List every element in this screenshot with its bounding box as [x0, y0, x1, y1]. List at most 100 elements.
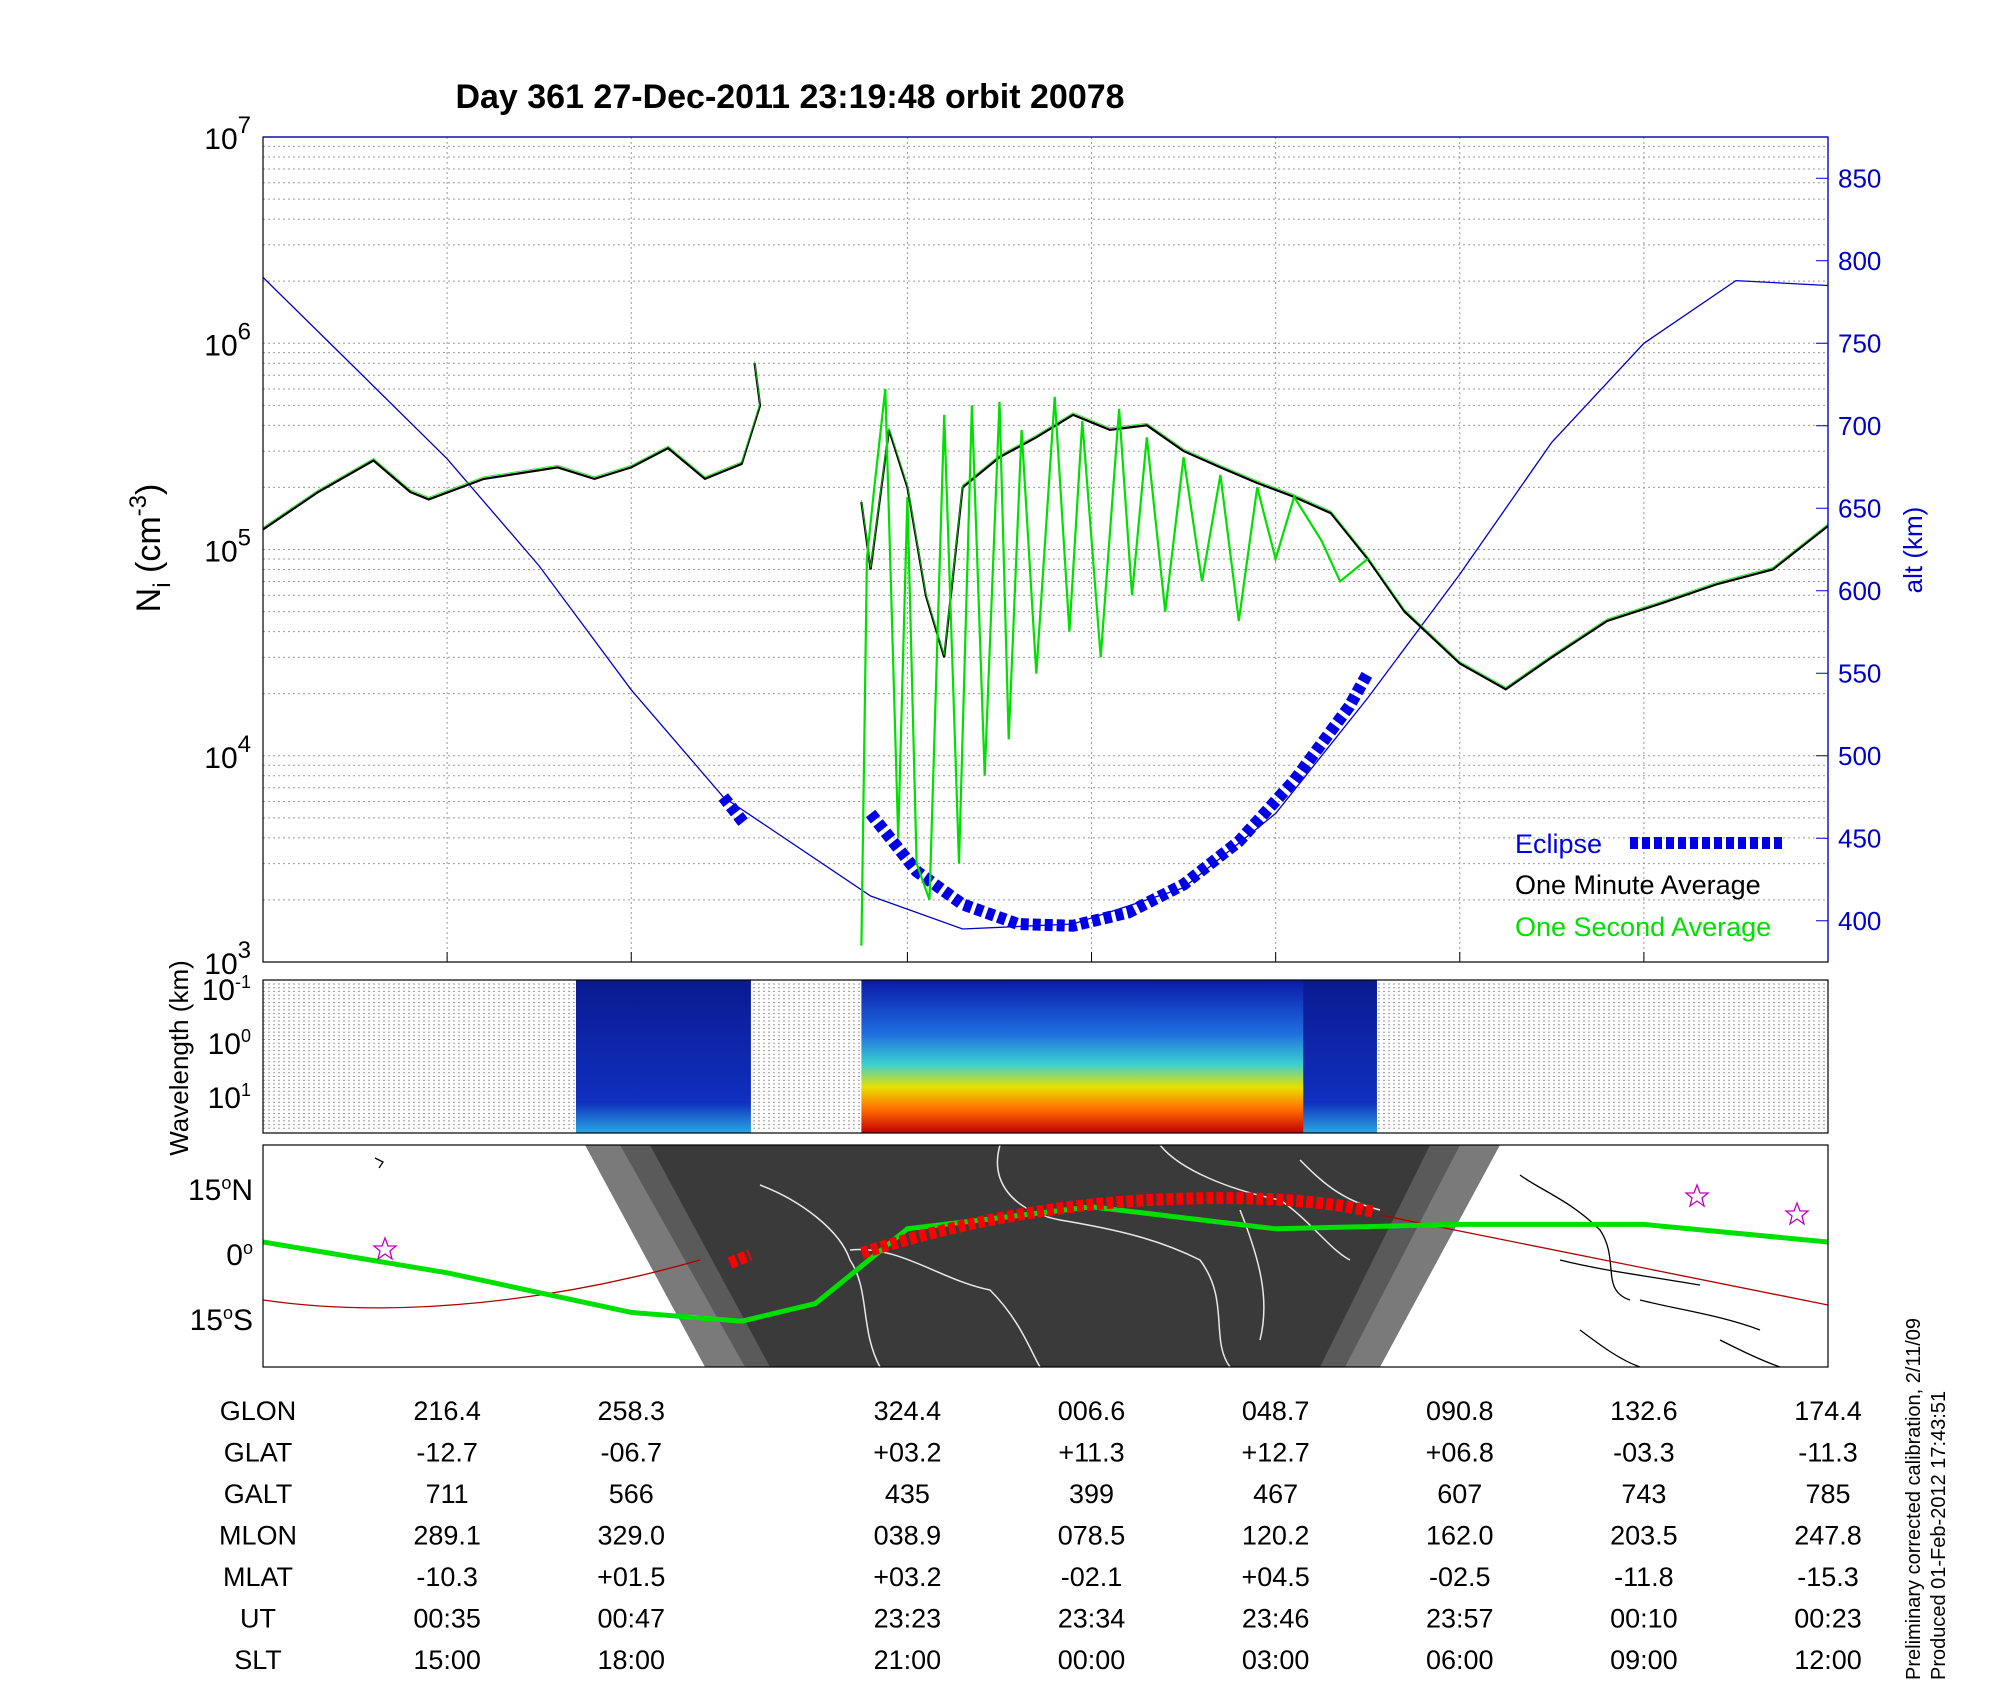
density-y-tick-label: 107 — [204, 112, 251, 156]
table-cell: +03.2 — [873, 1562, 941, 1592]
table-cell: +06.8 — [1426, 1438, 1494, 1468]
table-cell: -02.1 — [1061, 1562, 1123, 1592]
spectrogram-block-quiet — [1303, 980, 1377, 1133]
map-y-ticks: 15oN 0o 15oS — [188, 1173, 253, 1337]
side-note-line2: Produced 01-Feb-2012 17:43:51 — [1928, 1391, 1950, 1680]
density-series — [263, 276, 1828, 946]
spectrogram-frame — [262, 979, 1829, 1134]
station-marker — [1684, 1183, 1710, 1208]
table-cell: -11.8 — [1614, 1562, 1674, 1592]
table-row-label: UT — [240, 1604, 276, 1634]
table-cell: 18:00 — [597, 1645, 665, 1675]
legend: Eclipse One Minute Average One Second Av… — [1515, 829, 1782, 942]
table-cell: -03.3 — [1613, 1438, 1675, 1468]
ground-track-eclipse-segment — [860, 1192, 1377, 1259]
satellite-ground-track — [263, 1204, 1828, 1324]
table-cell: 12:00 — [1794, 1645, 1862, 1675]
tick-exponent: 7 — [238, 112, 251, 139]
map-panel: 15oN 0o 15oS — [188, 1144, 1829, 1368]
table-cell: -15.3 — [1797, 1562, 1859, 1592]
table-cell: -10.3 — [416, 1562, 478, 1592]
altitude-tick-label: 650 — [1838, 493, 1881, 523]
table-cell: 743 — [1621, 1479, 1666, 1509]
ground-track-eclipse-segment — [727, 1249, 753, 1269]
table-cell: 00:00 — [1058, 1645, 1126, 1675]
legend-second-label: One Second Average — [1515, 912, 1771, 942]
table-row-label: MLAT — [223, 1562, 293, 1592]
table-cell: 006.6 — [1058, 1396, 1126, 1426]
altitude-tick-label: 400 — [1838, 906, 1881, 936]
chart-title: Day 361 27-Dec-2011 23:19:48 orbit 20078 — [455, 78, 1124, 116]
legend-minute-label: One Minute Average — [1515, 870, 1761, 900]
table-cell: 785 — [1805, 1479, 1850, 1509]
side-note-line1: Preliminary corrected calibration, 2/11/… — [1903, 1318, 1925, 1680]
table-cell: 21:00 — [874, 1645, 942, 1675]
density-y-tick-label: 103 — [204, 937, 251, 981]
map-frame — [262, 1144, 1829, 1368]
tick-base: 10 — [204, 329, 237, 362]
eclipse-segment — [718, 793, 751, 829]
density-second-overlay — [263, 361, 761, 528]
table-cell: 090.8 — [1426, 1396, 1494, 1426]
density-series-line — [860, 413, 1828, 691]
table-cell: 23:34 — [1058, 1604, 1126, 1634]
tick-exponent: 5 — [238, 525, 251, 552]
map-lat-tick-label: 15oS — [190, 1303, 253, 1337]
eclipse-segment — [865, 670, 1373, 932]
table-cell: 00:35 — [413, 1604, 481, 1634]
table-cell: 203.5 — [1610, 1521, 1678, 1551]
altitude-tick-label: 850 — [1838, 163, 1881, 193]
density-grid — [263, 137, 1829, 962]
map-night-region — [650, 1145, 1430, 1367]
table-cell: -02.5 — [1429, 1562, 1491, 1592]
table-cell: 00:23 — [1794, 1604, 1862, 1634]
table-cell: 00:47 — [597, 1604, 665, 1634]
tick-base: 10 — [204, 948, 237, 981]
altitude-tick-label: 450 — [1838, 823, 1881, 853]
legend-eclipse-label: Eclipse — [1515, 829, 1602, 859]
table-row-label: GALT — [224, 1479, 293, 1509]
table-cell: 247.8 — [1794, 1521, 1862, 1551]
spectrogram-y-tick-label: 101 — [208, 1080, 251, 1115]
density-y-tick-label: 104 — [204, 731, 251, 775]
tick-exponent: 3 — [238, 937, 251, 964]
spectrogram-y-tick-label: 100 — [208, 1026, 251, 1061]
density-series-line — [263, 363, 762, 531]
altitude-tick-label: 750 — [1838, 328, 1881, 358]
station-marker — [372, 1236, 398, 1261]
altitude-tick-label: 600 — [1838, 576, 1881, 606]
density-y-label: Ni (cm-3) — [125, 484, 176, 613]
density-second-overlay — [860, 412, 1828, 688]
table-cell: 435 — [885, 1479, 930, 1509]
table-cell: +11.3 — [1058, 1438, 1124, 1468]
table-row-label: MLON — [219, 1521, 297, 1551]
altitude-tick-label: 800 — [1838, 246, 1881, 276]
table-cell: 566 — [609, 1479, 654, 1509]
table-cell: 15:00 — [413, 1645, 481, 1675]
map-lat-tick-label: 15oN — [188, 1173, 253, 1207]
table-cell: 120.2 — [1242, 1521, 1310, 1551]
table-row-label: SLT — [234, 1645, 282, 1675]
station-markers — [372, 1183, 1810, 1261]
table-cell: +03.2 — [873, 1438, 941, 1468]
table-cell: 03:00 — [1242, 1645, 1310, 1675]
table-cell: 329.0 — [597, 1521, 665, 1551]
magnetic-equator-west — [263, 1259, 701, 1309]
table-cell: 00:10 — [1610, 1604, 1678, 1634]
tick-base: 10 — [204, 742, 237, 775]
spectrogram-grid — [263, 983, 1828, 1129]
table-cell: 162.0 — [1426, 1521, 1494, 1551]
continent-outlines-day — [374, 1157, 1781, 1367]
table-cell: +12.7 — [1241, 1438, 1309, 1468]
spectrogram-blocks — [576, 980, 1377, 1133]
spectrogram-block — [861, 980, 1377, 1133]
table-cell: 06:00 — [1426, 1645, 1494, 1675]
table-cell: 607 — [1437, 1479, 1482, 1509]
table-cell: 09:00 — [1610, 1645, 1678, 1675]
table-row-label: GLON — [220, 1396, 297, 1426]
altitude-tick-label: 700 — [1838, 411, 1881, 441]
table-cell: 289.1 — [413, 1521, 481, 1551]
